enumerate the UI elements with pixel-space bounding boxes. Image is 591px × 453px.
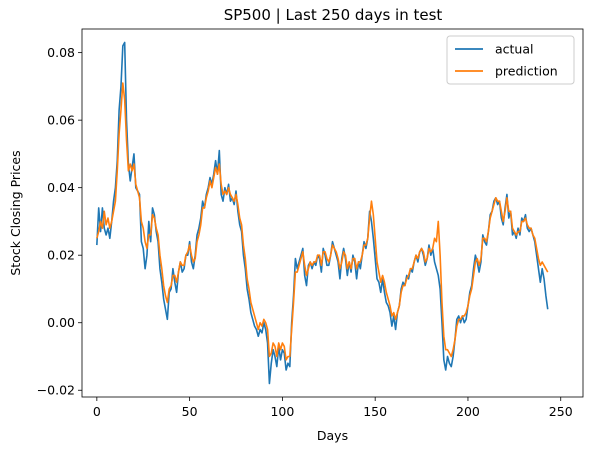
y-axis: −0.02 0.00 0.02 0.04 0.06 0.08 <box>37 45 82 398</box>
y-tick-label: 0.04 <box>47 180 75 195</box>
plot-border <box>81 28 584 398</box>
y-tick-label: −0.02 <box>37 383 75 398</box>
x-tick-label: 100 <box>270 404 294 419</box>
legend: actual prediction <box>446 35 575 85</box>
series-line-prediction <box>96 82 549 361</box>
x-axis-label: Days <box>317 428 348 443</box>
plot-background <box>82 29 583 397</box>
legend-label-prediction: prediction <box>495 64 558 79</box>
y-tick-label: 0.00 <box>47 315 75 330</box>
x-tick-label: 150 <box>363 404 387 419</box>
chart-title: SP500 | Last 250 days in test <box>224 6 443 24</box>
x-tick-label: 50 <box>182 404 198 419</box>
legend-box <box>446 35 575 85</box>
x-tick-label: 250 <box>549 404 573 419</box>
y-tick-label: 0.02 <box>47 248 75 263</box>
legend-label-actual: actual <box>495 42 534 57</box>
y-tick-label: 0.06 <box>47 113 75 128</box>
x-tick-label: 0 <box>93 404 101 419</box>
plot-area <box>81 28 584 398</box>
series-layer <box>96 41 549 385</box>
x-axis: 0 50 100 150 200 250 <box>93 397 573 419</box>
y-tick-label: 0.08 <box>47 45 75 60</box>
y-axis-label: Stock Closing Prices <box>8 150 23 275</box>
x-tick-label: 200 <box>456 404 480 419</box>
